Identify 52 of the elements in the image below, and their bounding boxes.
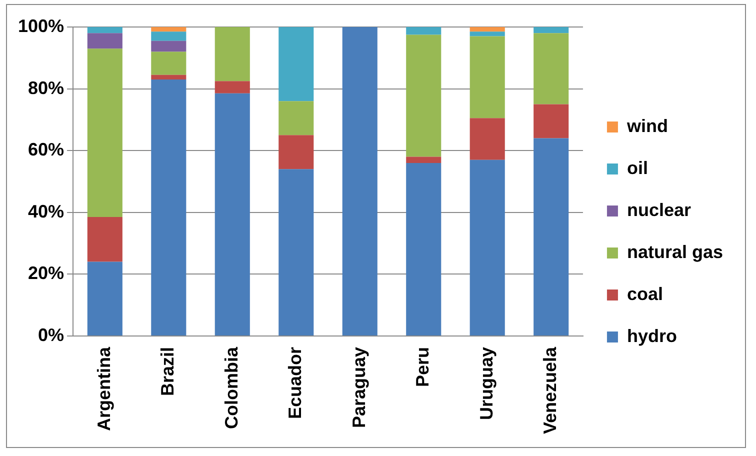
bar [470,32,505,36]
y-tick-label: 60% [28,140,64,160]
bar [87,33,122,49]
bar [87,27,122,34]
bar [278,135,314,170]
bar [87,217,122,262]
x-tick-label: Paraguay [348,346,369,428]
bar [534,104,569,138]
bar [151,32,186,41]
bar [151,40,186,52]
legend-label: wind [626,116,668,136]
bar [278,169,314,336]
bar [151,52,186,75]
legend-label: hydro [626,326,677,346]
bar [151,74,186,80]
bar [342,27,378,336]
y-tick-label: 40% [28,201,64,222]
bar [406,34,442,157]
legend-label: nuclear [626,200,691,220]
legend-label: oil [626,158,648,178]
legend-label: coal [626,284,663,304]
bar [278,101,314,136]
legend-label: natural gas [626,242,723,262]
bar [534,138,569,336]
x-tick-label: Ecuador [285,346,306,419]
bar [214,93,250,336]
y-tick-label: 20% [28,263,64,284]
bar [87,262,122,336]
bar [470,27,505,32]
x-tick-label: Brazil [158,346,178,396]
y-tick-label: 100% [18,16,64,36]
bar [470,160,505,336]
y-tick-label: 0% [38,324,64,345]
bar [214,27,250,82]
bar [214,81,250,94]
bar [151,80,186,336]
x-tick-label: Uruguay [476,346,496,420]
bar [151,27,186,32]
bar [406,162,442,336]
bar [87,48,122,218]
x-tick-label: Argentina [94,346,114,431]
bar [534,27,569,34]
bar [470,118,505,160]
bar [278,27,314,102]
bar [406,156,442,163]
x-tick-label: Colombia [221,346,242,429]
bar [534,33,569,104]
y-tick-label: 80% [28,78,64,98]
x-tick-label: Venezuela [540,346,560,434]
x-tick-label: Peru [412,346,433,387]
bar [470,36,505,118]
bar [406,27,442,35]
